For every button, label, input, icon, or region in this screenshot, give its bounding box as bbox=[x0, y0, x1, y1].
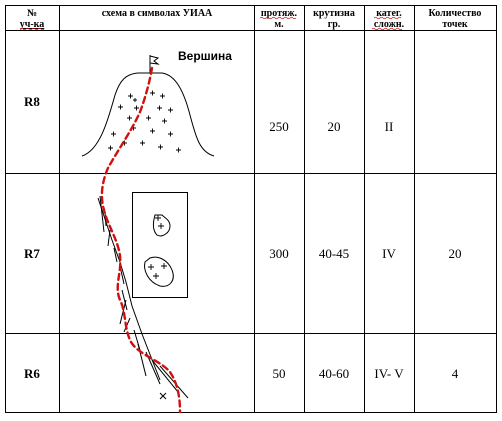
header-num: № bbox=[27, 8, 37, 19]
scree-marks-icon bbox=[108, 90, 181, 153]
header-category: катег. bbox=[376, 8, 402, 19]
belay-cross-icon bbox=[159, 392, 167, 400]
table-grid bbox=[5, 5, 497, 413]
row-category-r6: IV- V bbox=[374, 366, 404, 381]
row-points-r7: 20 bbox=[449, 246, 462, 261]
header-length: протяж. bbox=[261, 8, 298, 19]
row-points-r6: 4 bbox=[452, 366, 459, 381]
header-length-sub: м. bbox=[274, 19, 284, 30]
row-length-r6: 50 bbox=[273, 366, 286, 381]
row-id-r7: R7 bbox=[24, 246, 40, 261]
header-num-sub: уч-ка bbox=[20, 19, 45, 30]
row-steepness-r8: 20 bbox=[328, 119, 341, 134]
row-length-r8: 250 bbox=[269, 119, 289, 134]
row-id-r8: R8 bbox=[24, 94, 40, 109]
header-steepness-sub: гр. bbox=[328, 19, 341, 30]
row-length-r7: 300 bbox=[269, 246, 289, 261]
rock-island-icon bbox=[144, 256, 174, 287]
table-body: R8 250 20 II R7 300 40-45 IV 20 R6 50 40… bbox=[24, 94, 461, 381]
row-steepness-r7: 40-45 bbox=[319, 246, 349, 261]
summit-label: Вершина bbox=[178, 49, 232, 63]
header-scheme: схема в символах УИАА bbox=[102, 8, 213, 19]
table-header: № уч-ка схема в символах УИАА протяж. м.… bbox=[20, 8, 482, 30]
row-steepness-r6: 40-60 bbox=[319, 366, 349, 381]
header-points: Количество bbox=[429, 8, 482, 19]
row-category-r7: IV bbox=[382, 246, 396, 261]
uiaa-scheme bbox=[81, 55, 215, 400]
header-category-sub: сложн. bbox=[374, 19, 405, 30]
summit-outline-icon bbox=[81, 72, 215, 157]
flag-icon bbox=[149, 55, 160, 65]
route-line bbox=[100, 66, 182, 414]
row-category-r8: II bbox=[385, 119, 394, 134]
header-steepness: крутизна bbox=[313, 8, 355, 19]
rock-island-icon bbox=[152, 214, 171, 237]
row-id-r6: R6 bbox=[24, 366, 40, 381]
spellcheck-underlines bbox=[19, 16, 403, 31]
rock-band-icon bbox=[132, 192, 188, 298]
header-points-sub: точек bbox=[442, 19, 468, 30]
